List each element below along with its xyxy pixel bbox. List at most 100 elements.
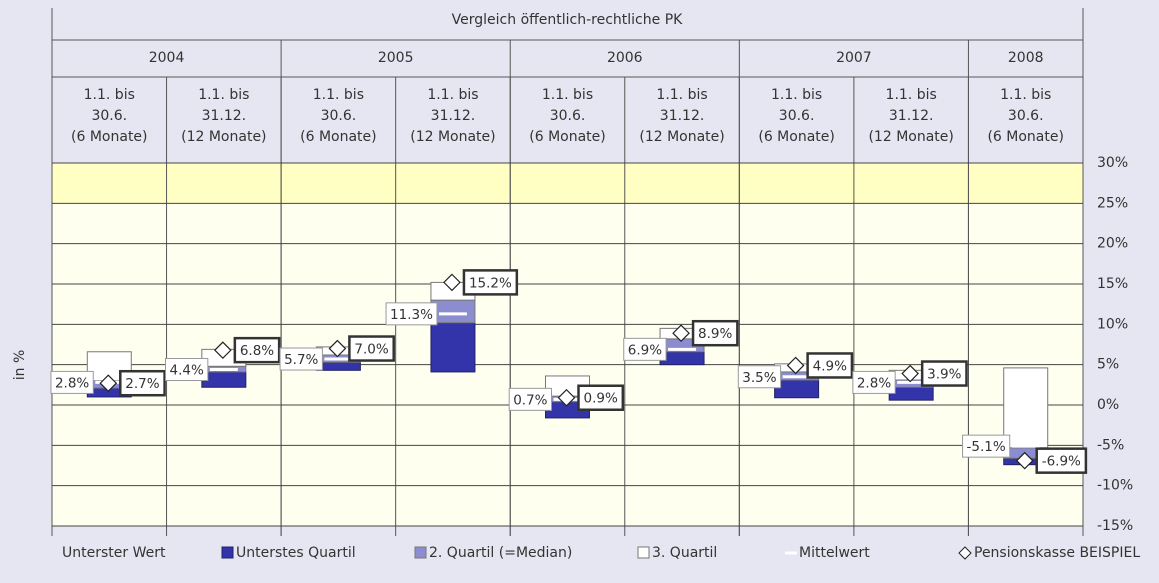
pk-label: 7.0% bbox=[348, 335, 395, 362]
y-tick-label: 20% bbox=[1097, 236, 1128, 252]
mean-label: 0.7% bbox=[508, 387, 552, 411]
y-tick-label: -10% bbox=[1097, 478, 1133, 494]
year-label: 2005 bbox=[378, 50, 414, 66]
pk-marker bbox=[1015, 451, 1034, 470]
category-label: (12 Monate) bbox=[868, 129, 953, 145]
y-tick-label: 5% bbox=[1097, 357, 1119, 373]
label-box bbox=[962, 434, 1011, 458]
pk-marker bbox=[213, 341, 232, 359]
category-label: (12 Monate) bbox=[181, 129, 266, 145]
year-label: 2004 bbox=[149, 50, 185, 66]
category-label: (6 Monate) bbox=[300, 129, 376, 145]
category-label: 1.1. bis bbox=[886, 87, 937, 103]
mean-label: 2.8% bbox=[50, 370, 94, 394]
category-label: 1.1. bis bbox=[84, 87, 135, 103]
quartile-segment bbox=[1003, 367, 1049, 449]
pk-value-label: 8.9% bbox=[698, 326, 732, 342]
mean-label: 4.4% bbox=[165, 358, 209, 382]
pk-value-label: 6.8% bbox=[240, 343, 274, 359]
y-tick-label: 15% bbox=[1097, 276, 1128, 292]
category-label: 30.6. bbox=[91, 108, 127, 124]
y-axis-label: in % bbox=[12, 350, 28, 381]
category-label: 31.12. bbox=[431, 108, 476, 124]
y-tick-label: 0% bbox=[1097, 397, 1119, 413]
quartile-segment bbox=[430, 322, 476, 373]
pk-label: 0.9% bbox=[577, 384, 625, 411]
mean-value-label: 3.5% bbox=[742, 370, 776, 386]
pk-label: 3.9% bbox=[920, 360, 968, 387]
legend-swatch bbox=[958, 546, 972, 560]
pk-label: 4.9% bbox=[806, 352, 854, 379]
quartile-segment bbox=[659, 351, 705, 366]
legend-swatch bbox=[414, 546, 427, 559]
legend-label: Unterster Wert bbox=[62, 545, 166, 561]
category-label: 1.1. bis bbox=[542, 87, 593, 103]
legend-label: 3. Quartil bbox=[652, 545, 717, 561]
label-box bbox=[462, 269, 519, 296]
pk-label: 2.7% bbox=[119, 369, 166, 397]
mean-value-label: 0.7% bbox=[513, 392, 547, 408]
mean-value-label: -5.1% bbox=[967, 439, 1006, 455]
category-label: (12 Monate) bbox=[410, 129, 495, 145]
label-box bbox=[119, 369, 166, 397]
year-label: 2008 bbox=[1008, 50, 1044, 66]
quartile-segment bbox=[430, 299, 476, 324]
category-label: 1.1. bis bbox=[427, 87, 478, 103]
pk-value-label: 15.2% bbox=[469, 275, 512, 291]
pk-value-label: 2.7% bbox=[125, 376, 159, 392]
mean-value-label: 2.8% bbox=[857, 375, 891, 391]
pk-marker bbox=[328, 339, 347, 358]
label-box bbox=[508, 387, 552, 411]
pk-value-label: 7.0% bbox=[354, 342, 388, 358]
year-label: 2007 bbox=[836, 50, 872, 66]
label-box bbox=[806, 352, 854, 379]
category-label: (6 Monate) bbox=[71, 129, 147, 145]
category-label: 30.6. bbox=[779, 108, 815, 124]
label-box bbox=[279, 347, 323, 371]
label-box bbox=[737, 365, 782, 389]
quartile-segment bbox=[888, 386, 934, 401]
pk-value-label: -6.9% bbox=[1042, 454, 1081, 470]
label-box bbox=[577, 384, 625, 411]
plot-band bbox=[52, 163, 1083, 204]
mean-label: 5.7% bbox=[279, 347, 323, 371]
mean-label: 6.9% bbox=[623, 337, 667, 361]
pk-value-label: 4.9% bbox=[813, 358, 847, 374]
category-label: (12 Monate) bbox=[639, 129, 724, 145]
category-label: 1.1. bis bbox=[656, 87, 707, 103]
legend-swatch bbox=[637, 546, 650, 559]
category-label: 30.6. bbox=[321, 108, 357, 124]
label-box bbox=[348, 335, 395, 362]
legend-swatch bbox=[221, 546, 234, 559]
pk-marker bbox=[901, 364, 920, 383]
y-tick-label: 10% bbox=[1097, 316, 1128, 332]
pk-value-label: 0.9% bbox=[584, 391, 618, 407]
category-label: 31.12. bbox=[889, 108, 934, 124]
pk-marker bbox=[786, 356, 805, 375]
mean-label: -5.1% bbox=[962, 434, 1011, 458]
mean-value-label: 2.8% bbox=[55, 375, 89, 391]
label-box bbox=[920, 360, 968, 387]
quartile-segment bbox=[315, 361, 361, 371]
legend-label: Mittelwert bbox=[799, 545, 870, 561]
pk-label: -6.9% bbox=[1035, 447, 1088, 474]
category-label: (6 Monate) bbox=[758, 129, 834, 145]
mean-label: 3.5% bbox=[737, 365, 782, 389]
mean-label: 2.8% bbox=[852, 370, 896, 394]
category-label: (6 Monate) bbox=[529, 129, 605, 145]
label-box bbox=[852, 370, 896, 394]
label-box bbox=[1035, 447, 1088, 474]
pk-label: 6.8% bbox=[233, 336, 281, 364]
y-tick-label: -15% bbox=[1097, 518, 1133, 534]
mean-value-label: 11.3% bbox=[390, 307, 433, 323]
pk-value-label: 3.9% bbox=[927, 367, 961, 383]
category-label: 30.6. bbox=[550, 108, 586, 124]
category-label: 1.1. bis bbox=[1000, 87, 1051, 103]
mean-value-label: 6.9% bbox=[628, 342, 662, 358]
quartile-segment bbox=[774, 379, 820, 399]
category-label: 31.12. bbox=[660, 108, 705, 124]
pk-marker bbox=[443, 273, 461, 292]
category-label: 1.1. bis bbox=[771, 87, 822, 103]
pk-label: 8.9% bbox=[691, 319, 739, 347]
